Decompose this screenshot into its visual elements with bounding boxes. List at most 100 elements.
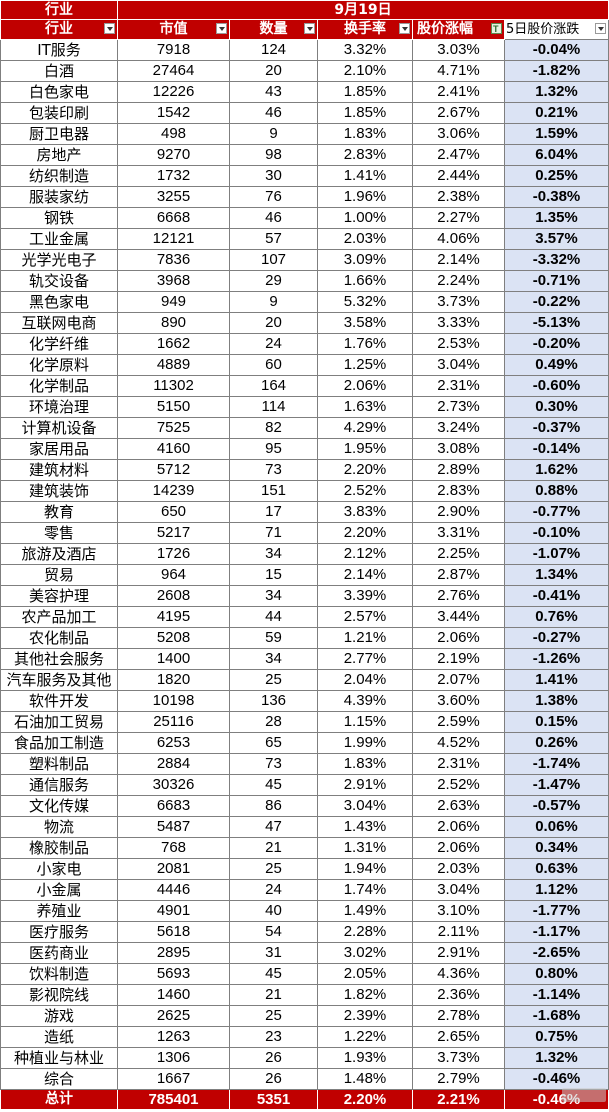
cell-market-cap[interactable]: 2081 <box>117 858 230 880</box>
cell-industry[interactable]: 造纸 <box>0 1026 118 1048</box>
cell-market-cap[interactable]: 1667 <box>117 1068 230 1090</box>
cell-5day-change[interactable]: 1.12% <box>504 879 609 901</box>
cell-price-change[interactable]: 2.24% <box>412 270 505 292</box>
cell-count[interactable]: 151 <box>229 480 318 502</box>
cell-count[interactable]: 25 <box>229 858 318 880</box>
cell-5day-change[interactable]: 0.80% <box>504 963 609 985</box>
cell-market-cap[interactable]: 949 <box>117 291 230 313</box>
cell-industry[interactable]: 化学原料 <box>0 354 118 376</box>
total-market-cap[interactable]: 785401 <box>117 1089 230 1110</box>
cell-5day-change[interactable]: -1.74% <box>504 753 609 775</box>
cell-market-cap[interactable]: 5487 <box>117 816 230 838</box>
cell-turnover[interactable]: 1.25% <box>317 354 413 376</box>
cell-industry[interactable]: 文化传媒 <box>0 795 118 817</box>
cell-5day-change[interactable]: -0.27% <box>504 627 609 649</box>
cell-count[interactable]: 47 <box>229 816 318 838</box>
cell-price-change[interactable]: 2.53% <box>412 333 505 355</box>
cell-price-change[interactable]: 2.19% <box>412 648 505 670</box>
cell-market-cap[interactable]: 2895 <box>117 942 230 964</box>
cell-price-change[interactable]: 2.90% <box>412 501 505 523</box>
cell-count[interactable]: 60 <box>229 354 318 376</box>
cell-industry[interactable]: 环境治理 <box>0 396 118 418</box>
cell-count[interactable]: 65 <box>229 732 318 754</box>
cell-count[interactable]: 43 <box>229 81 318 103</box>
cell-industry[interactable]: 建筑装饰 <box>0 480 118 502</box>
cell-count[interactable]: 17 <box>229 501 318 523</box>
cell-count[interactable]: 24 <box>229 333 318 355</box>
cell-industry[interactable]: 计算机设备 <box>0 417 118 439</box>
cell-price-change[interactable]: 2.44% <box>412 165 505 187</box>
cell-market-cap[interactable]: 1662 <box>117 333 230 355</box>
cell-industry[interactable]: 钢铁 <box>0 207 118 229</box>
cell-5day-change[interactable]: -1.77% <box>504 900 609 922</box>
cell-turnover[interactable]: 1.22% <box>317 1026 413 1048</box>
cell-count[interactable]: 9 <box>229 123 318 145</box>
cell-industry[interactable]: 零售 <box>0 522 118 544</box>
cell-industry[interactable]: 小家电 <box>0 858 118 880</box>
cell-count[interactable]: 54 <box>229 921 318 943</box>
filter-active-icon[interactable] <box>491 21 502 39</box>
cell-price-change[interactable]: 4.71% <box>412 60 505 82</box>
cell-price-change[interactable]: 3.03% <box>412 39 505 61</box>
cell-industry[interactable]: 种植业与林业 <box>0 1047 118 1069</box>
cell-5day-change[interactable]: 0.25% <box>504 165 609 187</box>
cell-price-change[interactable]: 2.59% <box>412 711 505 733</box>
cell-5day-change[interactable]: 1.38% <box>504 690 609 712</box>
cell-turnover[interactable]: 1.94% <box>317 858 413 880</box>
cell-price-change[interactable]: 2.52% <box>412 774 505 796</box>
cell-count[interactable]: 136 <box>229 690 318 712</box>
cell-count[interactable]: 114 <box>229 396 318 418</box>
cell-count[interactable]: 57 <box>229 228 318 250</box>
cell-market-cap[interactable]: 1726 <box>117 543 230 565</box>
cell-turnover[interactable]: 4.39% <box>317 690 413 712</box>
cell-industry[interactable]: 房地产 <box>0 144 118 166</box>
cell-market-cap[interactable]: 1400 <box>117 648 230 670</box>
dropdown-arrow-icon[interactable] <box>216 23 227 34</box>
cell-market-cap[interactable]: 1542 <box>117 102 230 124</box>
col-header-industry[interactable]: 行业 <box>0 19 118 40</box>
cell-5day-change[interactable]: -1.07% <box>504 543 609 565</box>
cell-count[interactable]: 21 <box>229 984 318 1006</box>
cell-turnover[interactable]: 2.39% <box>317 1005 413 1027</box>
cell-industry[interactable]: 医疗服务 <box>0 921 118 943</box>
cell-5day-change[interactable]: 1.32% <box>504 81 609 103</box>
cell-count[interactable]: 45 <box>229 774 318 796</box>
cell-5day-change[interactable]: 0.30% <box>504 396 609 418</box>
cell-price-change[interactable]: 2.78% <box>412 1005 505 1027</box>
col-header-price-change[interactable]: 股价涨幅 <box>412 19 505 40</box>
cell-price-change[interactable]: 2.06% <box>412 816 505 838</box>
cell-industry[interactable]: 塑料制品 <box>0 753 118 775</box>
cell-5day-change[interactable]: -0.22% <box>504 291 609 313</box>
cell-count[interactable]: 9 <box>229 291 318 313</box>
cell-price-change[interactable]: 3.33% <box>412 312 505 334</box>
cell-price-change[interactable]: 2.03% <box>412 858 505 880</box>
cell-5day-change[interactable]: 0.63% <box>504 858 609 880</box>
cell-turnover[interactable]: 2.06% <box>317 375 413 397</box>
cell-5day-change[interactable]: -0.14% <box>504 438 609 460</box>
cell-industry[interactable]: 光学光电子 <box>0 249 118 271</box>
cell-industry[interactable]: 食品加工制造 <box>0 732 118 754</box>
dropdown-arrow-icon[interactable] <box>399 23 410 34</box>
col-header-turnover[interactable]: 换手率 <box>317 19 413 40</box>
cell-turnover[interactable]: 1.74% <box>317 879 413 901</box>
cell-price-change[interactable]: 2.83% <box>412 480 505 502</box>
cell-price-change[interactable]: 3.60% <box>412 690 505 712</box>
cell-5day-change[interactable]: -0.04% <box>504 39 609 61</box>
dropdown-arrow-icon[interactable] <box>304 23 315 34</box>
cell-count[interactable]: 46 <box>229 207 318 229</box>
cell-price-change[interactable]: 2.89% <box>412 459 505 481</box>
cell-count[interactable]: 24 <box>229 879 318 901</box>
cell-turnover[interactable]: 1.41% <box>317 165 413 187</box>
cell-market-cap[interactable]: 12226 <box>117 81 230 103</box>
cell-price-change[interactable]: 2.36% <box>412 984 505 1006</box>
cell-count[interactable]: 34 <box>229 543 318 565</box>
cell-5day-change[interactable]: 0.49% <box>504 354 609 376</box>
cell-count[interactable]: 28 <box>229 711 318 733</box>
cell-price-change[interactable]: 2.07% <box>412 669 505 691</box>
cell-industry[interactable]: 白酒 <box>0 60 118 82</box>
cell-count[interactable]: 40 <box>229 900 318 922</box>
cell-count[interactable]: 23 <box>229 1026 318 1048</box>
cell-5day-change[interactable]: 1.41% <box>504 669 609 691</box>
cell-market-cap[interactable]: 2884 <box>117 753 230 775</box>
cell-industry[interactable]: 养殖业 <box>0 900 118 922</box>
